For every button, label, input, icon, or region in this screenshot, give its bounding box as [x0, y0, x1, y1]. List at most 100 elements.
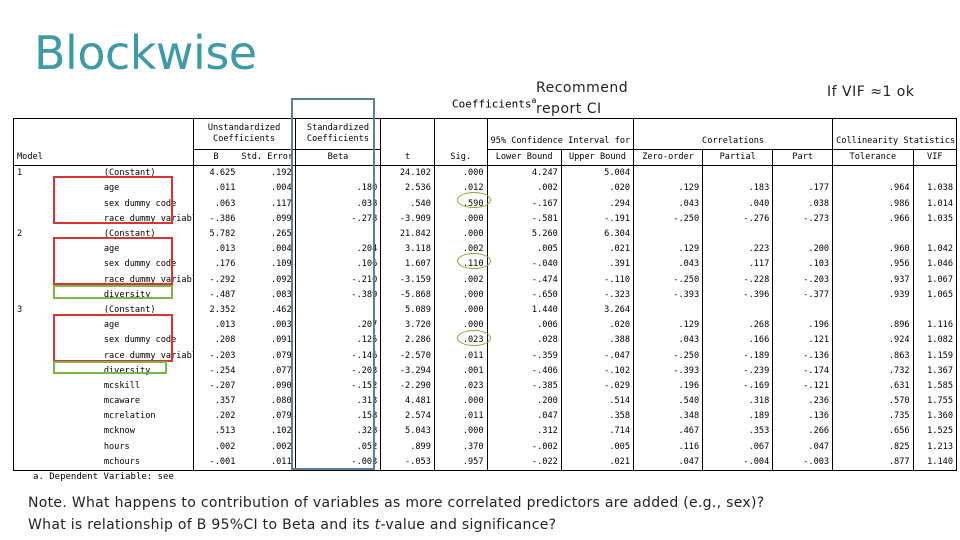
value-cell: .177: [772, 181, 833, 197]
value-cell: [633, 165, 703, 182]
value-cell: .208: [192, 333, 239, 349]
model-number-cell: [14, 212, 57, 227]
variable-name-cell: mchours: [103, 456, 141, 467]
table-row: race dummy variable -.292 .092 -.210 -3.159.…: [14, 272, 957, 288]
value-cell: .117: [702, 257, 773, 273]
table-row: age .013.004.204 3.118.002.005.021.129.223…: [14, 242, 957, 258]
col-part: Part: [772, 149, 833, 167]
value-cell: -.001: [192, 454, 239, 471]
recommend-line-2: report CI: [536, 101, 602, 117]
value-cell: .513: [192, 424, 239, 440]
value-cell: .462: [270, 304, 292, 315]
value-cell: [772, 165, 833, 182]
value-cell: .002: [433, 272, 488, 288]
value-cell: .514: [560, 394, 634, 410]
model-number-cell: [14, 394, 57, 409]
value-cell: .202: [192, 409, 239, 425]
value-cell: .265: [270, 229, 292, 240]
value-cell: .196: [633, 378, 703, 394]
value-cell: [294, 165, 381, 182]
value-cell: .200: [486, 394, 562, 410]
value-cell: .358: [560, 409, 634, 425]
value-cell: .038: [294, 196, 381, 212]
table-row: sex dummy code .208.091.125 2.286.023.028.…: [14, 333, 957, 349]
discussion-note: Note. What happens to contribution of va…: [28, 492, 764, 536]
value-cell: -.393: [633, 287, 703, 303]
value-cell: 5.782: [192, 226, 239, 243]
value-cell: -.047: [560, 348, 634, 364]
value-cell: .714: [560, 424, 634, 440]
variable-name-cell: sex dummy code: [103, 335, 177, 346]
value-cell: -.250: [633, 272, 703, 288]
model-number-cell: [14, 364, 57, 379]
value-cell: .896: [832, 318, 914, 334]
recommend-line-1: Recommend: [536, 80, 629, 96]
value-cell: .863: [832, 348, 914, 364]
value-cell: .006: [486, 318, 562, 334]
value-cell: -.203: [192, 348, 239, 364]
value-cell: .103: [772, 257, 833, 273]
value-cell: .956: [832, 257, 914, 273]
value-cell: .540: [633, 394, 703, 410]
value-cell: .136: [772, 409, 833, 425]
value-cell: .020: [560, 318, 634, 334]
note-line-2-italic: t: [374, 517, 381, 533]
slide-title: Blockwise: [34, 26, 257, 80]
col-variable: [56, 149, 193, 167]
value-cell: 2.352: [192, 302, 239, 319]
value-cell: 1.046: [912, 257, 957, 273]
value-cell: -.002: [486, 439, 562, 455]
value-cell: 2.286: [380, 333, 435, 349]
value-cell: .540: [380, 196, 435, 212]
col-upper-bound: Upper Bound: [560, 149, 634, 167]
value-cell: .125: [294, 333, 381, 349]
value-cell: .067: [702, 439, 773, 455]
value-cell: .957: [433, 454, 488, 471]
value-cell: 4.625: [192, 165, 239, 182]
sig-circle-block1-sex: [457, 192, 491, 208]
coefficients-table-container: Unstandardized Coefficients Standardized…: [13, 118, 957, 471]
value-cell: -.250: [633, 348, 703, 364]
value-cell: -.385: [486, 378, 562, 394]
value-cell: 1.367: [912, 363, 957, 379]
value-cell: [832, 226, 914, 243]
collinearity-header: Collinearity Statistics: [832, 118, 957, 150]
value-cell: -.278: [294, 211, 381, 227]
value-cell: 4.481: [380, 394, 435, 410]
value-cell: .357: [192, 394, 239, 410]
col-lower-bound: Lower Bound: [486, 149, 562, 167]
value-cell: .183: [702, 181, 773, 197]
value-cell: -.254: [192, 363, 239, 379]
value-cell: .192: [270, 168, 292, 179]
value-cell: .013: [192, 318, 239, 334]
value-cell: .013: [192, 242, 239, 258]
variable-name-cell: mcknow: [103, 426, 135, 437]
value-cell: 1.140: [912, 454, 957, 471]
recommend-annotation: Recommend report CI: [536, 78, 628, 120]
value-cell: .200: [772, 242, 833, 258]
variable-name-cell: (Constant): [103, 304, 156, 315]
value-cell: -3.294: [380, 363, 435, 379]
table-row: 1 (Constant) 4.625 .192 24.102.000 4.247 5.004: [14, 165, 957, 182]
value-cell: .266: [772, 424, 833, 440]
value-cell: 21.842: [380, 226, 435, 243]
table-row: sex dummy code .176.109.106 1.607.110 -.040…: [14, 257, 957, 273]
value-cell: -.359: [486, 348, 562, 364]
value-cell: .021: [560, 242, 634, 258]
value-cell: -.029: [560, 378, 634, 394]
value-cell: .313: [294, 394, 381, 410]
variable-name-cell: sex dummy code: [103, 198, 177, 209]
value-cell: -.386: [192, 211, 239, 227]
value-cell: .002: [270, 441, 292, 452]
value-cell: .102: [270, 426, 292, 437]
table-row: 2 (Constant) 5.782 .265 21.842.000 5.260 6.304: [14, 226, 957, 243]
value-cell: .011: [433, 348, 488, 364]
value-cell: [702, 226, 773, 243]
ci-header: 95% Confidence Interval for B: [486, 118, 634, 150]
value-cell: .099: [270, 213, 292, 224]
value-cell: 24.102: [380, 165, 435, 182]
col-vif: VIF: [912, 149, 957, 167]
variable-name-cell: mcaware: [103, 396, 141, 407]
value-cell: .964: [832, 181, 914, 197]
sig-circle-block3-sex: [457, 330, 491, 346]
